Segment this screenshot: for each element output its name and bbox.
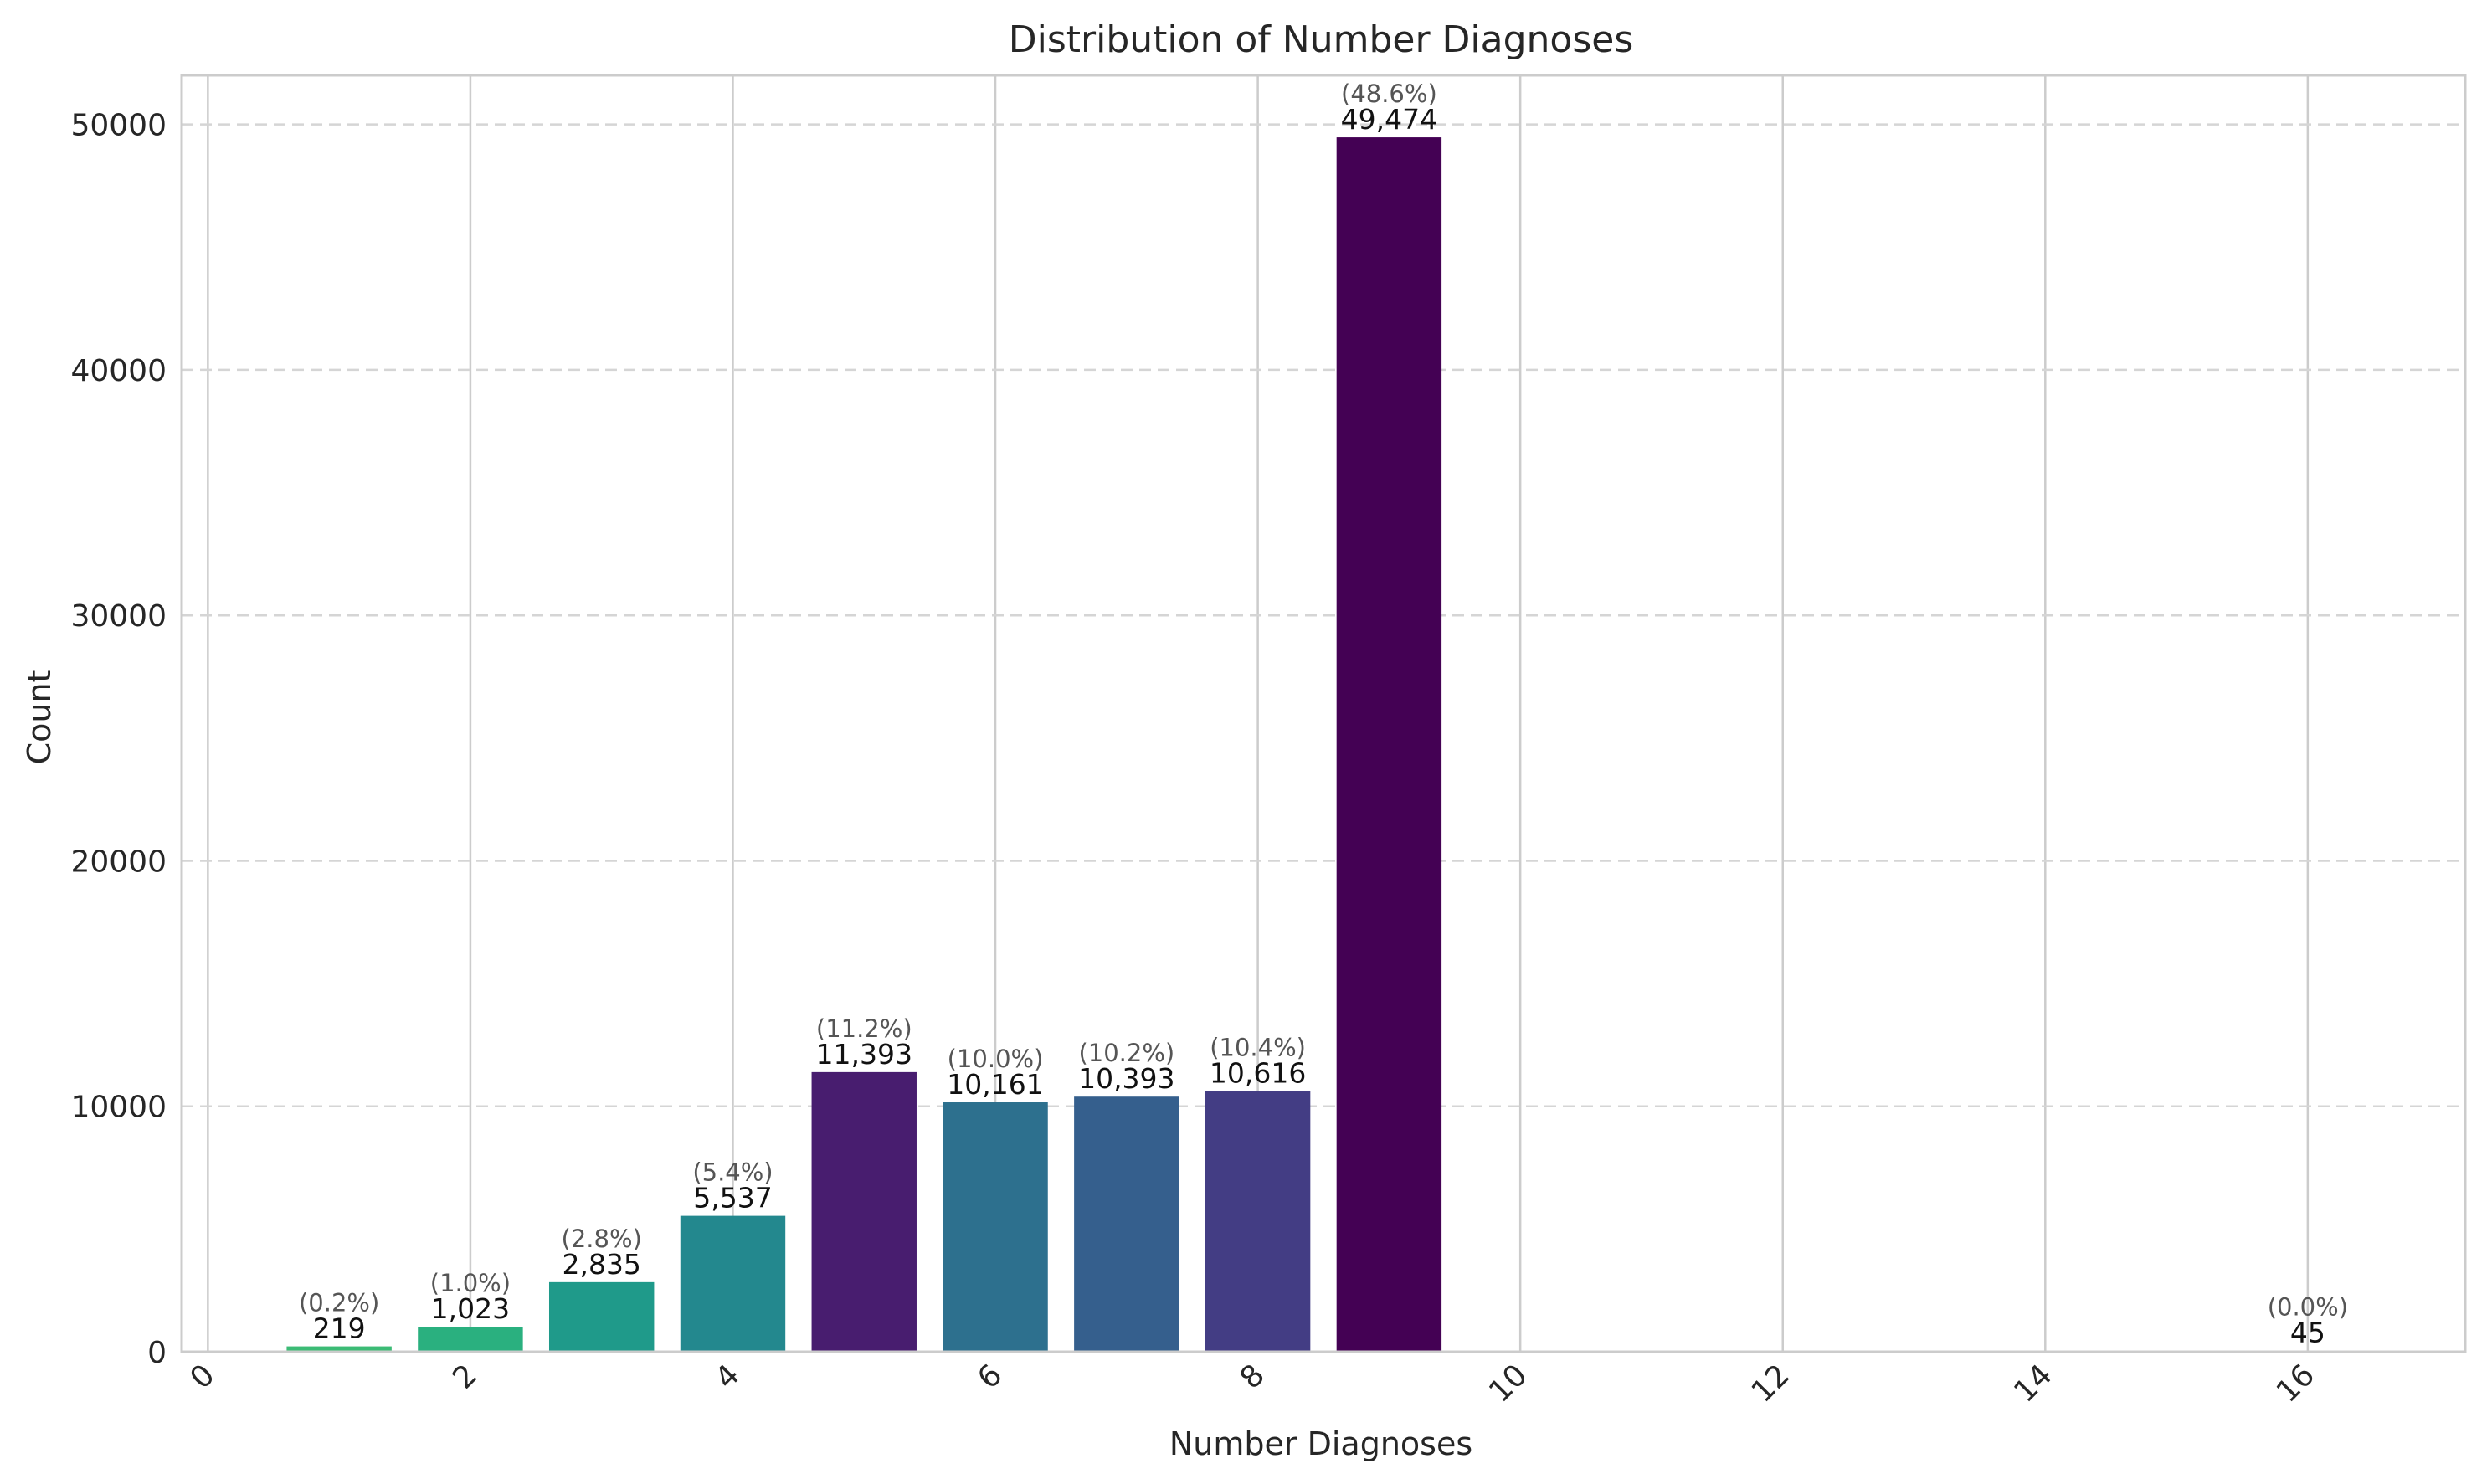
bar-percent-label: (1.0%) xyxy=(430,1269,511,1297)
x-tick-label: 2 xyxy=(446,1358,484,1395)
bar-value-label: 10,161 xyxy=(947,1068,1043,1101)
bar xyxy=(1205,1091,1311,1352)
bar xyxy=(943,1102,1048,1352)
bar-percent-label: (0.0%) xyxy=(2268,1293,2348,1322)
bar-percent-label: (2.8%) xyxy=(562,1225,642,1253)
y-tick-label: 10000 xyxy=(70,1091,167,1125)
grid xyxy=(182,75,2465,1352)
x-tick-label: 0 xyxy=(184,1358,222,1395)
bar xyxy=(680,1215,786,1352)
bar-value-label: 49,474 xyxy=(1341,103,1437,136)
tick-labels: 0 10000 20000 30000 40000 50000 0 2 4 6 8 10 12 14 16 xyxy=(70,109,2321,1410)
bar-value-label: 5,537 xyxy=(693,1182,772,1214)
x-tick-label: 10 xyxy=(1482,1358,1534,1409)
bar xyxy=(1074,1096,1179,1352)
x-tick-label: 8 xyxy=(1234,1358,1272,1395)
y-tick-label: 20000 xyxy=(70,845,167,879)
bar-percent-label: (10.0%) xyxy=(948,1045,1044,1073)
bar-percent-label: (5.4%) xyxy=(692,1158,773,1187)
y-tick-label: 50000 xyxy=(70,109,167,143)
bar-percent-label: (0.2%) xyxy=(299,1289,379,1317)
bar xyxy=(286,1346,392,1352)
bar-value-label: 45 xyxy=(2290,1317,2325,1349)
y-tick-label: 30000 xyxy=(70,599,167,634)
bar-value-label: 10,393 xyxy=(1078,1062,1174,1095)
bar-value-label: 11,393 xyxy=(816,1038,912,1071)
chart-title: Distribution of Number Diagnoses xyxy=(1009,18,1634,61)
y-axis-label: Count xyxy=(21,670,58,765)
plot-frame xyxy=(180,74,2467,1353)
bar-percent-label: (11.2%) xyxy=(816,1014,912,1043)
y-tick-label: 0 xyxy=(147,1336,167,1370)
x-tick-label: 12 xyxy=(1745,1358,1796,1409)
x-axis-label: Number Diagnoses xyxy=(1169,1425,1472,1462)
bar-value-label: 219 xyxy=(313,1312,366,1345)
x-tick-label: 14 xyxy=(2007,1358,2058,1409)
bar xyxy=(418,1326,523,1352)
bar-percent-label: (10.2%) xyxy=(1078,1039,1174,1067)
x-tick-label: 4 xyxy=(709,1358,747,1395)
bars xyxy=(286,137,2361,1352)
bar xyxy=(811,1071,917,1352)
x-tick-label: 6 xyxy=(971,1358,1009,1395)
bar-percent-label: (48.6%) xyxy=(1341,80,1437,108)
x-tick-label: 16 xyxy=(2270,1358,2321,1409)
bar-value-label: 2,835 xyxy=(562,1248,640,1281)
bar-percent-label: (10.4%) xyxy=(1210,1034,1306,1062)
bar xyxy=(1336,137,1442,1352)
bar-labels: 219(0.2%) 1,023(1.0%) 2,835(2.8%) 5,537(5.4… xyxy=(299,80,2348,1349)
y-tick-label: 40000 xyxy=(70,354,167,388)
bar-value-label: 10,616 xyxy=(1210,1057,1306,1090)
bar-value-label: 1,023 xyxy=(431,1292,510,1325)
bar xyxy=(548,1281,655,1352)
